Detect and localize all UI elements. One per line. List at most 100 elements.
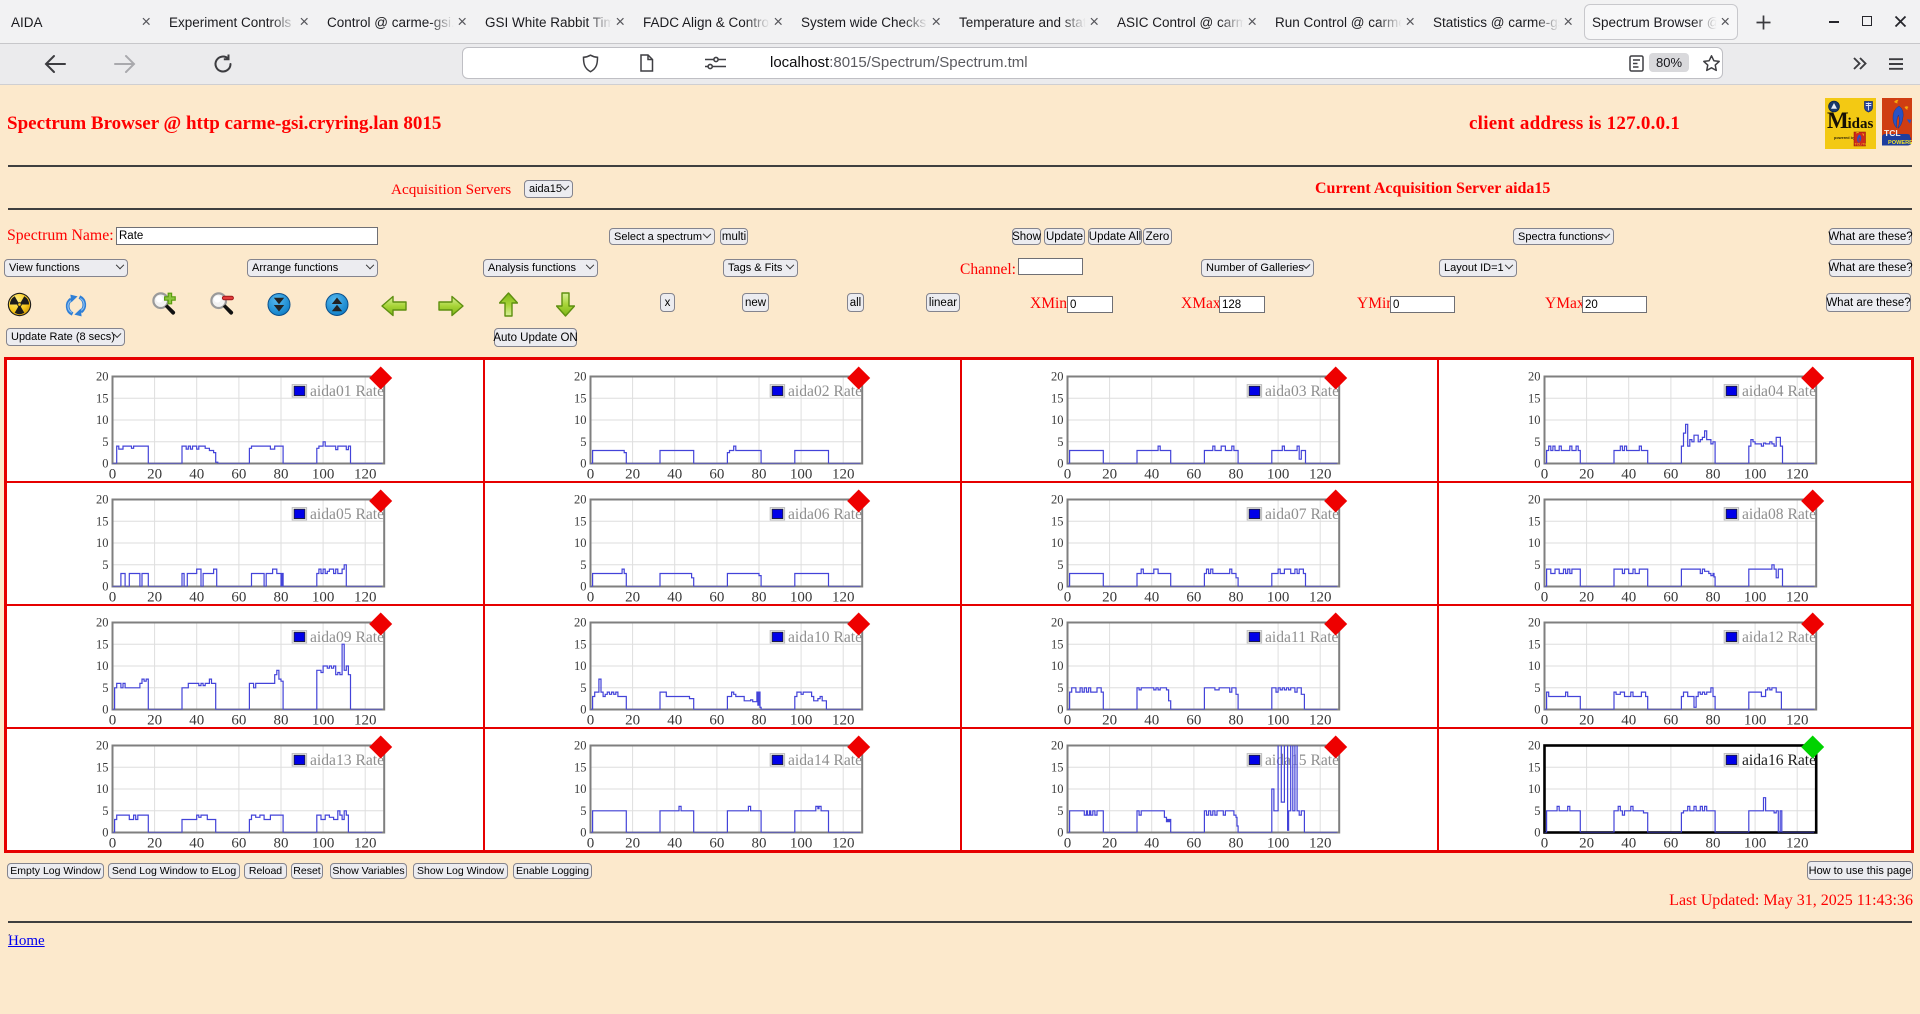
svg-text:0: 0 (580, 580, 586, 594)
svg-text:20: 20 (1051, 493, 1064, 507)
svg-text:60: 60 (1663, 712, 1678, 727)
svg-text:80: 80 (752, 712, 767, 727)
svg-text:20: 20 (1102, 466, 1117, 481)
svg-text:20: 20 (1579, 712, 1594, 727)
svg-text:40: 40 (667, 466, 682, 481)
svg-text:40: 40 (189, 466, 204, 481)
svg-text:aida04 Rate: aida04 Rate (1742, 383, 1816, 400)
svg-text:60: 60 (231, 835, 246, 850)
svg-text:aida05 Rate: aida05 Rate (310, 506, 384, 523)
svg-text:100: 100 (312, 466, 335, 481)
svg-text:0: 0 (1541, 712, 1549, 727)
svg-text:40: 40 (667, 589, 682, 604)
svg-text:100: 100 (1267, 712, 1290, 727)
svg-text:60: 60 (1186, 466, 1201, 481)
svg-text:40: 40 (1144, 712, 1159, 727)
svg-text:40: 40 (1621, 712, 1636, 727)
svg-text:80: 80 (1706, 466, 1721, 481)
svg-text:100: 100 (790, 589, 813, 604)
svg-text:20: 20 (1051, 739, 1064, 753)
svg-text:0: 0 (1064, 835, 1072, 850)
svg-text:120: 120 (832, 835, 855, 850)
svg-text:40: 40 (1144, 589, 1159, 604)
svg-text:40: 40 (189, 712, 204, 727)
svg-text:80: 80 (1706, 712, 1721, 727)
svg-text:0: 0 (1057, 457, 1063, 471)
svg-text:M: M (1827, 108, 1849, 133)
svg-text:10: 10 (1051, 413, 1064, 427)
svg-text:60: 60 (1186, 835, 1201, 850)
svg-text:80: 80 (274, 835, 289, 850)
svg-text:100: 100 (1744, 835, 1767, 850)
svg-text:aida02 Rate: aida02 Rate (788, 383, 862, 400)
svg-text:100: 100 (790, 466, 813, 481)
svg-text:40: 40 (1621, 835, 1636, 850)
svg-text:120: 120 (354, 712, 377, 727)
svg-text:TCL: TCL (1884, 128, 1901, 138)
svg-text:5: 5 (580, 804, 586, 818)
svg-text:aida16 Rate: aida16 Rate (1742, 752, 1816, 769)
svg-text:5: 5 (102, 681, 108, 695)
svg-text:15: 15 (1051, 515, 1064, 529)
svg-text:100: 100 (790, 835, 813, 850)
svg-text:5: 5 (102, 435, 108, 449)
svg-text:0: 0 (102, 826, 108, 840)
svg-text:60: 60 (1663, 835, 1678, 850)
svg-text:0: 0 (1541, 466, 1549, 481)
svg-text:20: 20 (147, 466, 162, 481)
svg-text:15: 15 (574, 761, 587, 775)
svg-text:40: 40 (189, 835, 204, 850)
svg-text:100: 100 (790, 712, 813, 727)
svg-text:10: 10 (1528, 659, 1541, 673)
svg-text:20: 20 (1579, 589, 1594, 604)
svg-text:idas: idas (1848, 116, 1874, 132)
svg-text:15: 15 (1051, 761, 1064, 775)
svg-text:80: 80 (1229, 712, 1244, 727)
svg-text:80: 80 (274, 589, 289, 604)
svg-text:0: 0 (109, 466, 117, 481)
svg-text:80: 80 (1229, 589, 1244, 604)
svg-text:0: 0 (109, 589, 117, 604)
svg-text:120: 120 (1786, 589, 1809, 604)
svg-text:15: 15 (574, 515, 587, 529)
svg-text:aida08 Rate: aida08 Rate (1742, 506, 1816, 523)
svg-text:20: 20 (1102, 712, 1117, 727)
svg-text:40: 40 (1144, 466, 1159, 481)
svg-text:15: 15 (1528, 761, 1541, 775)
svg-text:10: 10 (574, 782, 587, 796)
svg-text:80: 80 (1706, 589, 1721, 604)
svg-text:aida14 Rate: aida14 Rate (788, 752, 862, 769)
svg-text:15: 15 (1051, 392, 1064, 406)
svg-text:10: 10 (96, 536, 109, 550)
svg-text:0: 0 (580, 457, 586, 471)
svg-text:120: 120 (1309, 712, 1332, 727)
svg-text:10: 10 (574, 536, 587, 550)
svg-text:20: 20 (1528, 739, 1541, 753)
svg-text:15: 15 (96, 761, 109, 775)
svg-text:80: 80 (274, 466, 289, 481)
svg-text:80: 80 (274, 712, 289, 727)
svg-text:10: 10 (1528, 782, 1541, 796)
svg-text:40: 40 (1144, 835, 1159, 850)
svg-text:15: 15 (96, 392, 109, 406)
svg-text:20: 20 (1102, 835, 1117, 850)
svg-text:100: 100 (1267, 466, 1290, 481)
svg-text:20: 20 (1051, 616, 1064, 630)
svg-text:0: 0 (580, 703, 586, 717)
svg-text:80: 80 (1706, 835, 1721, 850)
svg-text:20: 20 (574, 370, 587, 384)
svg-text:0: 0 (102, 457, 108, 471)
svg-text:0: 0 (587, 589, 595, 604)
svg-text:0: 0 (102, 580, 108, 594)
svg-text:40: 40 (667, 712, 682, 727)
svg-text:20: 20 (625, 712, 640, 727)
svg-text:100: 100 (1267, 835, 1290, 850)
svg-text:60: 60 (231, 589, 246, 604)
svg-text:aida12 Rate: aida12 Rate (1742, 629, 1816, 646)
svg-text:15: 15 (96, 638, 109, 652)
svg-text:aida15 Rate: aida15 Rate (1265, 752, 1339, 769)
svg-text:0: 0 (1064, 466, 1072, 481)
svg-text:40: 40 (189, 589, 204, 604)
svg-text:10: 10 (96, 659, 109, 673)
svg-text:10: 10 (96, 782, 109, 796)
